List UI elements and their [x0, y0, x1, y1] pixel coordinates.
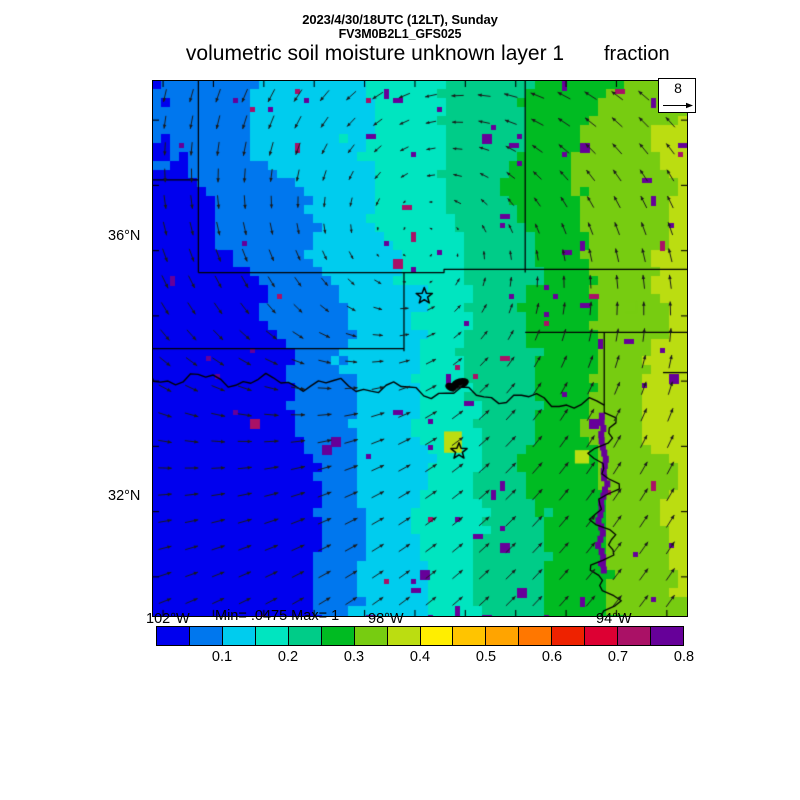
colorbar-segment-5: [321, 627, 355, 645]
colorbar-segment-4: [288, 627, 322, 645]
lat-tick-32n: 32°N: [108, 488, 141, 504]
colorbar-segment-13: [585, 627, 619, 645]
colorbar-tick-0.4: 0.4: [409, 649, 431, 665]
colorbar-segment-8: [420, 627, 454, 645]
colorbar-tick-labels: 0.1 0.2 0.3 0.4 0.5 0.6 0.7 0.8: [156, 649, 694, 667]
colorbar-segment-7: [387, 627, 421, 645]
colorbar-segment-0: [157, 627, 190, 645]
colorbar[interactable]: [156, 626, 684, 646]
soil-moisture-heatmap: [153, 81, 687, 616]
colorbar-tick-0.6: 0.6: [541, 649, 563, 665]
min-max-annotation: Min= .0475 Max= 1: [215, 608, 340, 624]
lon-tick-98w: 98°W: [368, 611, 404, 627]
title-model-id: FV3M0B2L1_GFS025: [338, 27, 462, 41]
colorbar-segment-14: [618, 627, 652, 645]
colorbar-segment-12: [552, 627, 586, 645]
lon-tick-102w: 102°W: [146, 611, 190, 627]
colorbar-tick-0.7: 0.7: [607, 649, 629, 665]
vector-legend-value: 8: [674, 80, 682, 96]
colorbar-segment-6: [354, 627, 388, 645]
colorbar-segment-15: [651, 627, 683, 645]
colorbar-tick-0.5: 0.5: [475, 649, 497, 665]
reference-vector-arrow-icon: [663, 102, 693, 109]
colorbar-segment-10: [486, 627, 520, 645]
title-main-row: volumetric soil moisture unknown layer 1…: [0, 42, 800, 70]
vector-scale-legend: 8: [658, 78, 696, 113]
colorbar-segment-9: [453, 627, 487, 645]
colorbar-tick-0.1: 0.1: [211, 649, 233, 665]
colorbar-segment-11: [519, 627, 553, 645]
colorbar-segment-3: [255, 627, 289, 645]
page-title: volumetric soil moisture unknown layer 1: [185, 42, 565, 65]
colorbar-segment-2: [222, 627, 256, 645]
lon-tick-94w: 94°W: [596, 611, 632, 627]
title-units: fraction: [604, 43, 670, 65]
colorbar-segment-1: [189, 627, 223, 645]
colorbar-tick-0.3: 0.3: [343, 649, 365, 665]
colorbar-tick-0.8: 0.8: [673, 649, 695, 665]
map-plot-area[interactable]: [152, 80, 688, 617]
title-datetime: 2023/4/30/18UTC (12LT), Sunday: [302, 12, 498, 27]
lat-tick-36n: 36°N: [108, 228, 141, 244]
colorbar-tick-0.2: 0.2: [277, 649, 299, 665]
